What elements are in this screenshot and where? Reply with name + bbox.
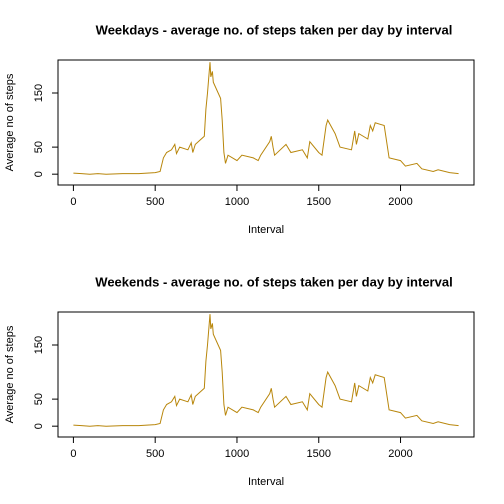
x-tick-label: 1500 xyxy=(307,448,331,460)
y-tick-label: 50 xyxy=(33,393,45,405)
chart-title: Weekdays - average no. of steps taken pe… xyxy=(96,22,453,37)
y-tick-label: 50 xyxy=(33,141,45,153)
x-tick-label: 1000 xyxy=(225,196,249,208)
y-axis-label: Average no of steps xyxy=(4,325,16,423)
plot-box xyxy=(57,311,475,438)
y-tick-label: 0 xyxy=(33,171,45,177)
plot-box xyxy=(57,59,475,186)
x-tick-label: 500 xyxy=(146,448,164,460)
line xyxy=(73,62,459,175)
y-tick-label: 150 xyxy=(33,336,45,354)
line xyxy=(73,314,459,427)
x-axis-label: Interval xyxy=(248,476,284,488)
x-tick-label: 1000 xyxy=(225,448,249,460)
chart-title: Weekends - average no. of steps taken pe… xyxy=(95,274,452,289)
y-axis-label: Average no of steps xyxy=(4,73,16,171)
x-tick-label: 0 xyxy=(70,196,76,208)
x-tick-label: 2000 xyxy=(388,448,412,460)
y-tick-label: 0 xyxy=(33,423,45,429)
x-tick-label: 500 xyxy=(146,196,164,208)
x-axis-label: Interval xyxy=(248,224,284,236)
x-tick-label: 2000 xyxy=(388,196,412,208)
y-tick-label: 150 xyxy=(33,84,45,102)
x-tick-label: 1500 xyxy=(307,196,331,208)
x-tick-label: 0 xyxy=(70,448,76,460)
